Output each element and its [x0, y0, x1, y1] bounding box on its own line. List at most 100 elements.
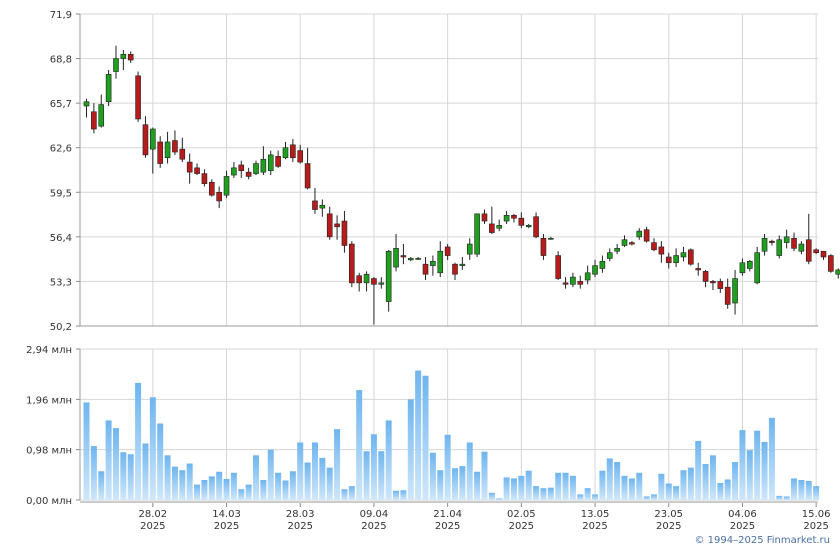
volume-bar	[245, 484, 252, 500]
candle-body	[489, 223, 495, 233]
volume-bar	[577, 494, 584, 500]
volume-bar	[105, 420, 112, 500]
volume-bar	[702, 464, 709, 500]
candle-body	[776, 239, 783, 256]
volume-bar	[783, 496, 790, 500]
y-tick-label: 53,3	[50, 277, 72, 288]
x-tick-label: 23.05	[654, 509, 683, 520]
candle-body	[533, 216, 539, 238]
volume-bar	[739, 430, 746, 500]
volume-bar	[643, 496, 650, 500]
candle-body	[231, 167, 237, 176]
volume-bar	[673, 486, 680, 500]
candle-body	[186, 161, 193, 173]
candle-body	[835, 269, 840, 275]
candle-body	[349, 243, 355, 284]
candle-body	[393, 248, 399, 268]
volume-bar	[525, 470, 532, 500]
volume-bar	[297, 442, 304, 500]
volume-bar	[599, 470, 606, 500]
volume-bar	[223, 478, 230, 500]
candle-body	[710, 281, 716, 284]
x-tick-label: 14.03	[212, 509, 241, 520]
candle-body	[658, 246, 665, 255]
candle-body	[562, 282, 569, 285]
y-tick-label: 1,96 млн	[26, 395, 72, 406]
volume-bar	[429, 452, 436, 500]
candle-body	[208, 181, 215, 196]
candle-body	[437, 250, 444, 274]
volume-bar	[208, 476, 215, 500]
y-tick-label: 2,94 млн	[26, 345, 72, 356]
candle-body	[614, 248, 620, 252]
volume-bar	[540, 488, 547, 500]
y-tick-label: 0,00 млн	[26, 496, 72, 507]
candle-body	[511, 214, 517, 219]
volume-bar	[754, 430, 761, 500]
candle-body	[120, 53, 127, 59]
candle-body	[341, 220, 348, 246]
volume-bar	[592, 494, 599, 500]
candle-body	[400, 255, 407, 258]
x-tick-label: 15.06	[802, 509, 831, 520]
volume-bar	[120, 452, 127, 500]
y-tick-label: 50,2	[50, 322, 72, 333]
volume-bar	[717, 483, 724, 500]
volume-bar	[732, 461, 739, 500]
volume-bar	[216, 471, 223, 500]
candle-body	[680, 252, 687, 258]
candle-body	[201, 173, 208, 184]
candle-body	[105, 74, 112, 103]
volume-bar	[341, 489, 348, 500]
x-tick-label: 02.05	[507, 509, 536, 520]
volume-bar	[437, 470, 444, 500]
volume-bar	[201, 479, 208, 500]
volume-bar	[393, 490, 400, 500]
volume-bar	[363, 451, 370, 500]
candle-body	[290, 144, 296, 159]
candle-body	[150, 128, 156, 150]
copyright-text: © 1994–2025 Finmarket.ru	[694, 535, 830, 546]
x-tick-label: 09.04	[360, 509, 389, 520]
volume-bar	[547, 487, 554, 500]
candle-body	[444, 246, 451, 256]
volume-bar	[356, 390, 363, 500]
candle-body	[688, 249, 694, 265]
candle-body	[783, 236, 790, 243]
candle-body	[540, 237, 547, 256]
candle-body	[98, 104, 105, 127]
candle-body	[430, 260, 436, 266]
candle-body	[334, 223, 340, 228]
volume-bar	[415, 370, 422, 500]
volume-bar	[665, 483, 672, 500]
volume-bar	[496, 498, 503, 500]
candle-body	[83, 101, 90, 107]
volume-bar	[378, 451, 385, 500]
candle-body	[525, 225, 532, 228]
x-tick-year: 2025	[361, 521, 386, 532]
volume-bar	[253, 455, 260, 500]
x-tick-year: 2025	[288, 521, 313, 532]
volume-bar	[569, 475, 576, 500]
volume-bar	[746, 450, 753, 500]
volume-bar	[407, 399, 414, 500]
candle-body	[267, 154, 274, 172]
candle-body	[732, 278, 738, 304]
volume-bar	[621, 475, 628, 500]
candle-body	[754, 252, 760, 284]
volume-bar	[481, 451, 488, 500]
candle-body	[356, 275, 362, 284]
candle-body	[275, 156, 281, 167]
candle-body	[113, 58, 119, 72]
candle-body	[282, 147, 289, 159]
x-tick-label: 21.04	[433, 509, 462, 520]
x-tick-label: 28.02	[139, 509, 168, 520]
candle-body	[621, 239, 628, 246]
volume-bar	[142, 443, 149, 500]
volume-bar	[687, 467, 694, 500]
candle-body	[555, 255, 561, 279]
candle-body	[326, 213, 333, 238]
volume-bar	[709, 455, 716, 500]
volume-bar	[768, 417, 775, 500]
